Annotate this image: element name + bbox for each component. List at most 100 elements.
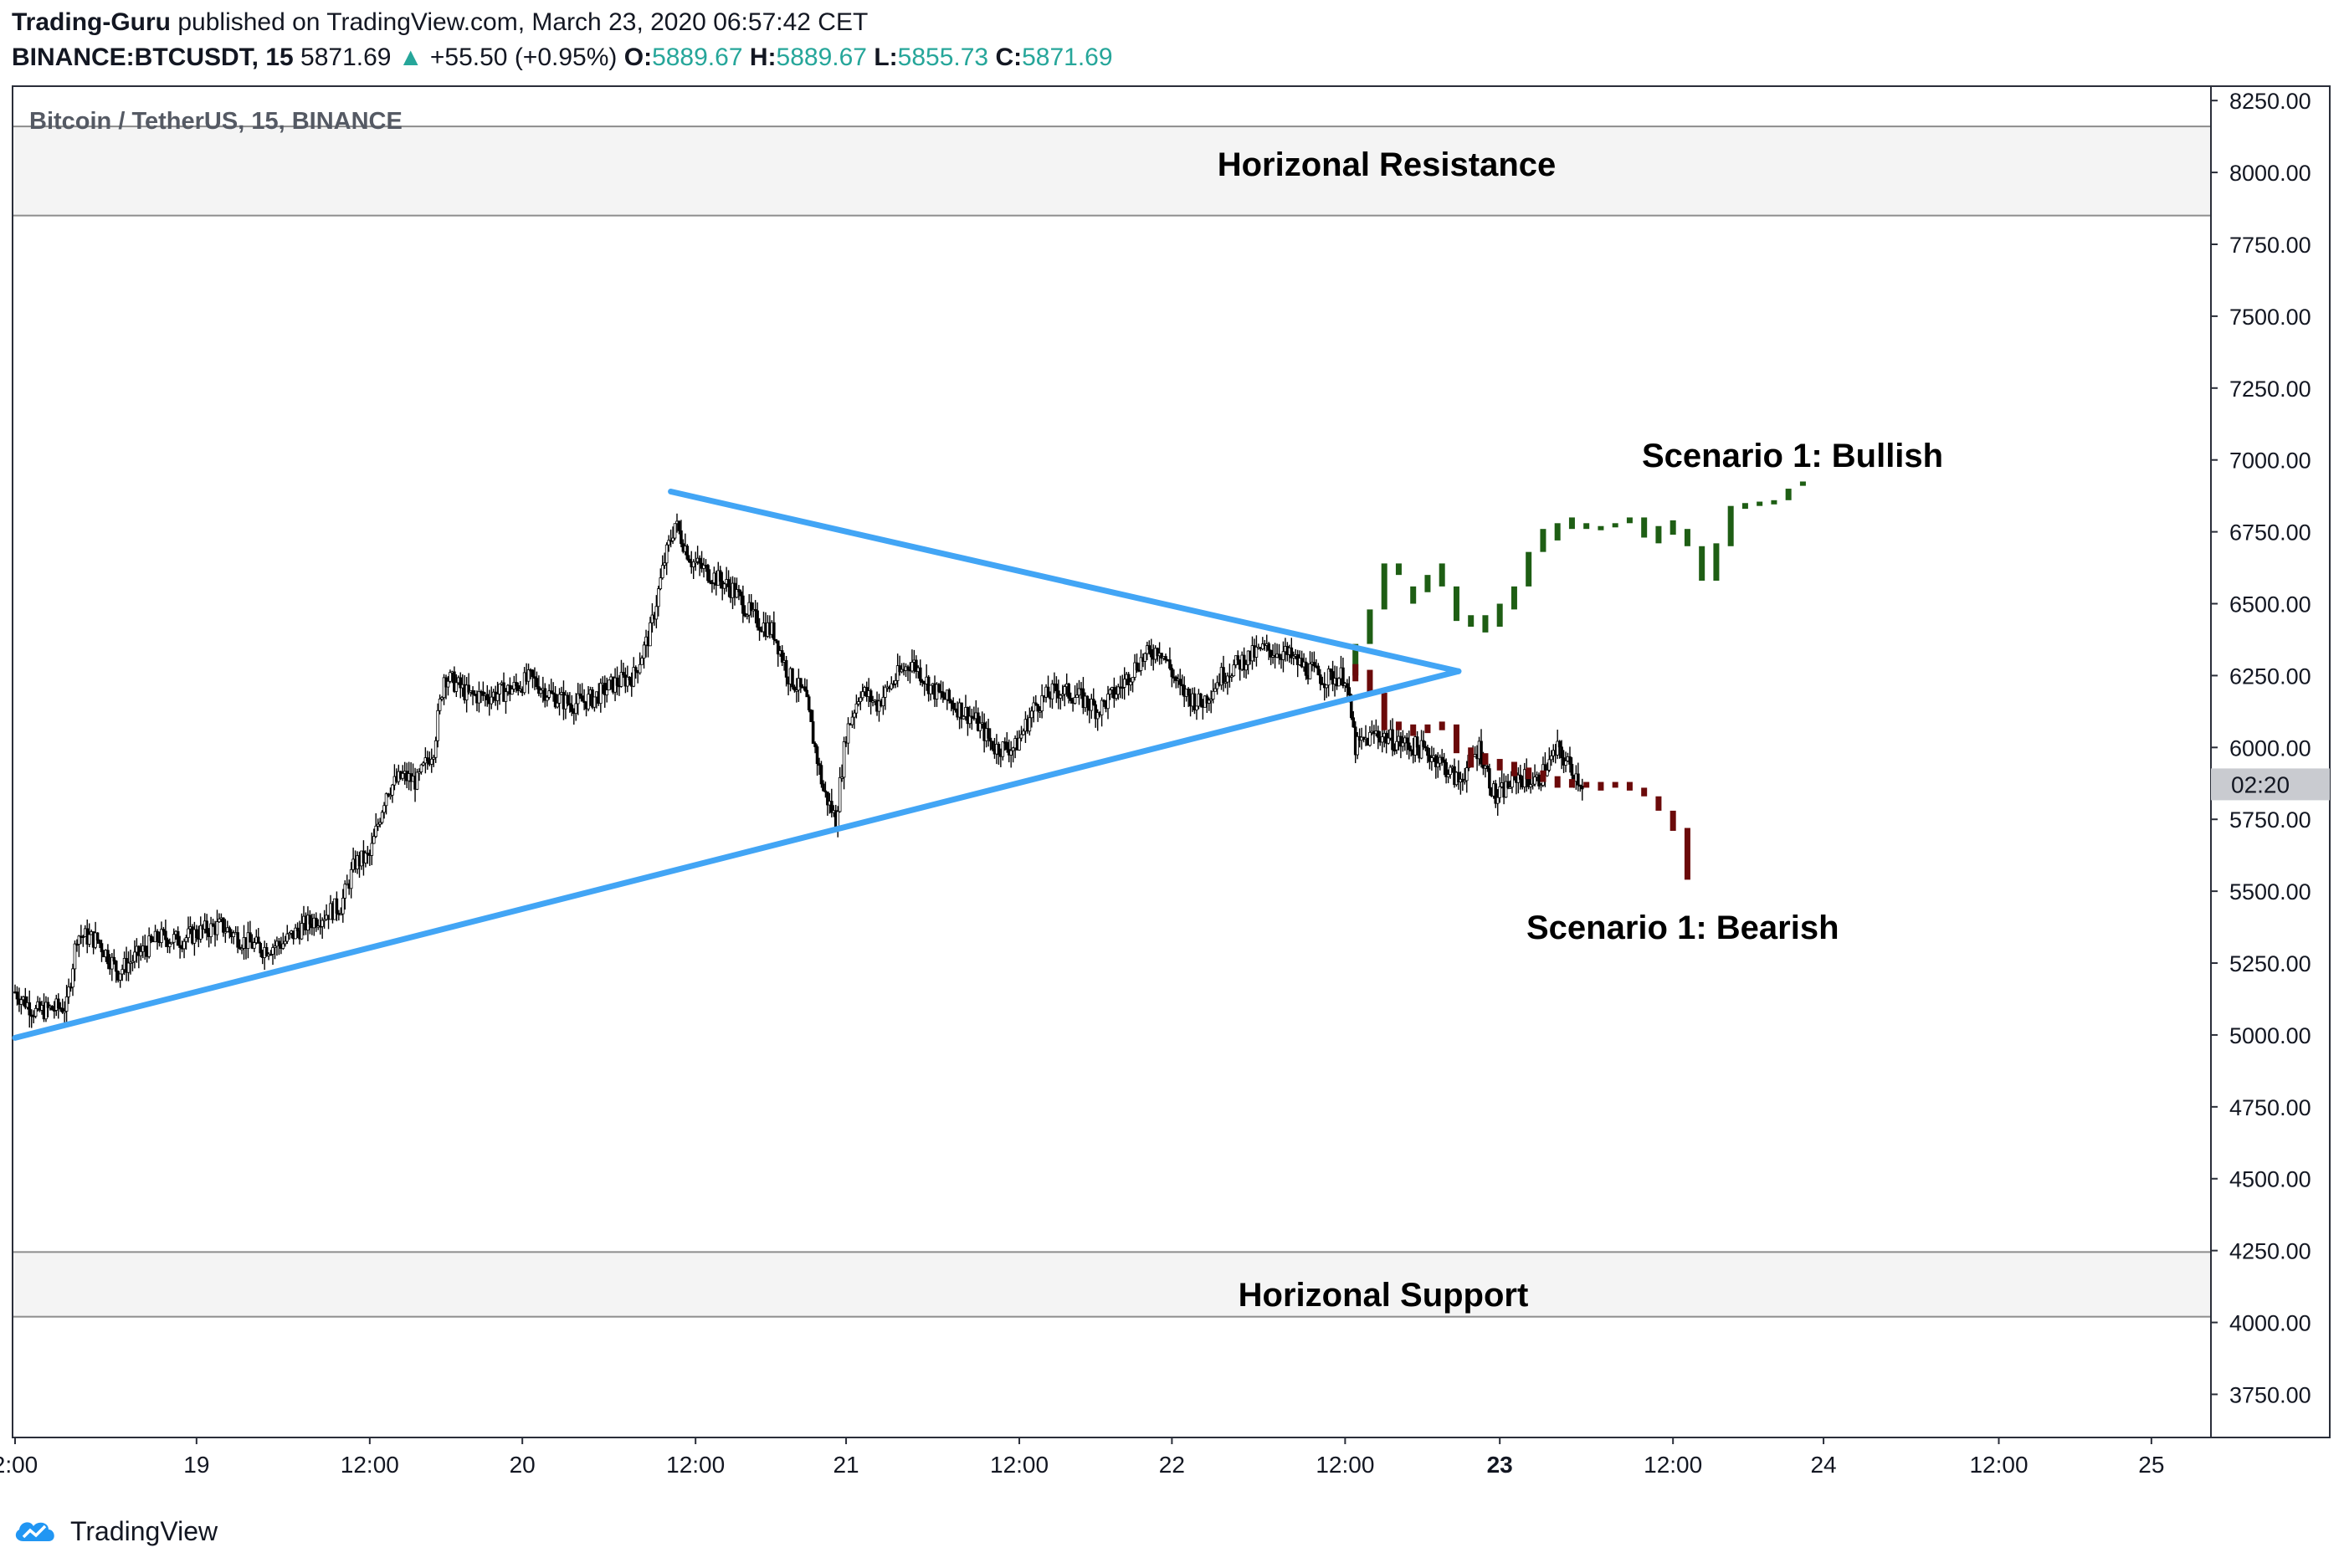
high-label: H: bbox=[749, 44, 777, 71]
candle bbox=[378, 817, 382, 828]
low-value: 5855.73 bbox=[897, 44, 989, 71]
candle bbox=[677, 520, 681, 535]
candle bbox=[1401, 730, 1405, 752]
candle bbox=[1057, 679, 1060, 710]
candle bbox=[1215, 675, 1219, 695]
candle bbox=[1423, 740, 1428, 752]
candle bbox=[1546, 762, 1549, 777]
candle bbox=[172, 928, 176, 950]
candle bbox=[182, 938, 186, 959]
candle bbox=[587, 685, 590, 712]
candle bbox=[1195, 705, 1198, 720]
candle bbox=[1549, 750, 1553, 766]
bullish-projection-candle bbox=[1511, 586, 1517, 610]
candle bbox=[549, 679, 553, 694]
candle bbox=[605, 677, 609, 703]
x-tick-label: 2:00 bbox=[0, 1452, 38, 1478]
candle bbox=[1170, 664, 1174, 688]
candle bbox=[737, 585, 741, 601]
candle bbox=[918, 659, 922, 686]
candle bbox=[846, 717, 850, 755]
candle bbox=[1316, 663, 1321, 676]
candle bbox=[46, 997, 50, 1017]
candle bbox=[1267, 642, 1271, 660]
candle bbox=[850, 710, 854, 729]
candle bbox=[33, 1004, 38, 1019]
zones-layer bbox=[12, 126, 2212, 1318]
candle bbox=[854, 694, 859, 719]
candle bbox=[1352, 711, 1356, 728]
candle bbox=[1516, 767, 1521, 794]
candle bbox=[376, 818, 380, 832]
bearish-projection-candle bbox=[1583, 781, 1590, 788]
candle bbox=[391, 783, 394, 803]
candle bbox=[753, 600, 757, 624]
y-tick-label: 7000.00 bbox=[2229, 448, 2311, 474]
lower-trendline[interactable] bbox=[12, 668, 1462, 1041]
candle bbox=[1504, 775, 1508, 798]
candle bbox=[308, 910, 312, 935]
candle bbox=[284, 935, 287, 947]
author-name[interactable]: Trading-Guru bbox=[12, 8, 171, 36]
candle bbox=[232, 930, 235, 945]
bullish-projection-candle bbox=[1554, 523, 1561, 541]
candle bbox=[718, 566, 722, 589]
symbol-info: BINANCE:BTCUSDT, 15 5871.69 ▲ +55.50 (+0… bbox=[12, 44, 1113, 72]
candle bbox=[1254, 635, 1259, 667]
candle bbox=[238, 939, 242, 951]
candle bbox=[133, 940, 136, 969]
x-tick-label: 19 bbox=[183, 1452, 209, 1478]
candle bbox=[253, 937, 256, 952]
candle bbox=[566, 692, 570, 707]
candle bbox=[1050, 679, 1054, 710]
candle bbox=[1368, 725, 1372, 747]
candle bbox=[1557, 740, 1562, 759]
candle bbox=[98, 939, 101, 949]
bearish-projection-candle bbox=[1395, 721, 1402, 730]
candle bbox=[1387, 730, 1390, 745]
y-tick-label: 6250.00 bbox=[2229, 664, 2311, 689]
candle bbox=[388, 787, 392, 800]
candle bbox=[1560, 740, 1563, 770]
candle bbox=[947, 688, 951, 704]
candle bbox=[149, 934, 153, 944]
candle bbox=[23, 987, 28, 1010]
candle bbox=[1449, 764, 1452, 779]
bullish-projection-candle bbox=[1626, 517, 1633, 524]
candle bbox=[510, 685, 514, 695]
candle bbox=[28, 990, 32, 1028]
candle bbox=[343, 880, 347, 910]
bullish-projection-candle bbox=[1482, 615, 1489, 633]
candle bbox=[553, 685, 557, 710]
candle bbox=[1399, 732, 1403, 759]
footer-brand[interactable]: TradingView bbox=[12, 1514, 218, 1548]
candle bbox=[1232, 659, 1236, 677]
y-tick-label: 4250.00 bbox=[2229, 1239, 2311, 1264]
price-change: +55.50 (+0.95%) bbox=[429, 44, 618, 71]
chart-title: Bitcoin / TetherUS, 15, BINANCE bbox=[29, 108, 403, 135]
candle bbox=[949, 699, 953, 712]
candle bbox=[780, 645, 784, 667]
candle bbox=[1040, 684, 1044, 719]
candle bbox=[638, 652, 642, 675]
candle bbox=[898, 655, 901, 676]
candle bbox=[1430, 746, 1434, 771]
y-tick-label: 4500.00 bbox=[2229, 1167, 2311, 1192]
candle bbox=[819, 761, 823, 788]
x-tick-label: 12:00 bbox=[341, 1452, 399, 1478]
y-tick-label: 3750.00 bbox=[2229, 1382, 2311, 1407]
candle bbox=[1568, 746, 1572, 773]
candle bbox=[687, 555, 691, 563]
candle bbox=[976, 707, 980, 732]
candle bbox=[1337, 677, 1341, 687]
price-axis[interactable] bbox=[2210, 85, 2331, 1438]
candle bbox=[442, 674, 446, 705]
candle bbox=[960, 702, 963, 729]
candle bbox=[830, 788, 833, 817]
candle bbox=[622, 663, 625, 679]
candle bbox=[615, 666, 619, 695]
candle bbox=[170, 941, 174, 945]
upper-trendline[interactable] bbox=[668, 489, 1462, 674]
last-price: 5871.69 bbox=[300, 44, 392, 71]
